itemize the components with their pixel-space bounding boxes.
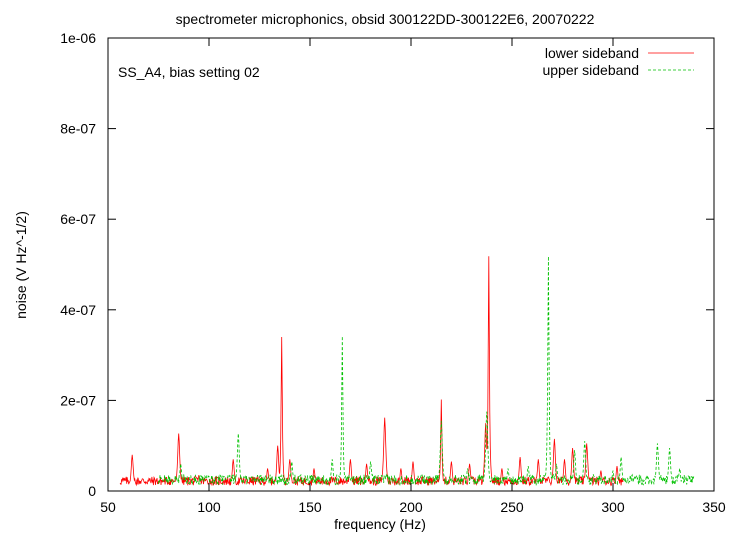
- plot-area: [119, 256, 695, 487]
- y-axis-label: noise (V Hz^-1/2): [13, 211, 29, 319]
- y-tick-label: 6e-07: [60, 211, 96, 227]
- y-tick-label: 2e-07: [60, 392, 96, 408]
- chart-title: spectrometer microphonics, obsid 300122D…: [176, 11, 595, 27]
- x-tick-label: 250: [500, 499, 524, 515]
- series-line-upper-sideband: [158, 256, 695, 487]
- x-axis-label: frequency (Hz): [334, 516, 426, 532]
- x-tick-label: 50: [100, 499, 116, 515]
- y-tick-label: 1e-06: [60, 30, 96, 46]
- x-tick-label: 100: [197, 499, 221, 515]
- legend-label: lower sideband: [545, 45, 639, 61]
- x-tick-label: 200: [399, 499, 423, 515]
- x-tick-label: 150: [298, 499, 322, 515]
- series-line-lower-sideband: [119, 256, 624, 487]
- chart-annotation: SS_A4, bias setting 02: [118, 64, 260, 80]
- x-tick-label: 300: [601, 499, 625, 515]
- legend-label: upper sideband: [542, 62, 639, 78]
- y-tick-label: 4e-07: [60, 302, 96, 318]
- y-tick-label: 0: [88, 483, 96, 499]
- y-tick-label: 8e-07: [60, 121, 96, 137]
- axes: 50 100 150 200 250 300 350 0 2e-07 4e-07 6e-07 8e-0…: [60, 30, 726, 515]
- plot-frame: [107, 37, 715, 492]
- x-tick-label: 350: [702, 499, 726, 515]
